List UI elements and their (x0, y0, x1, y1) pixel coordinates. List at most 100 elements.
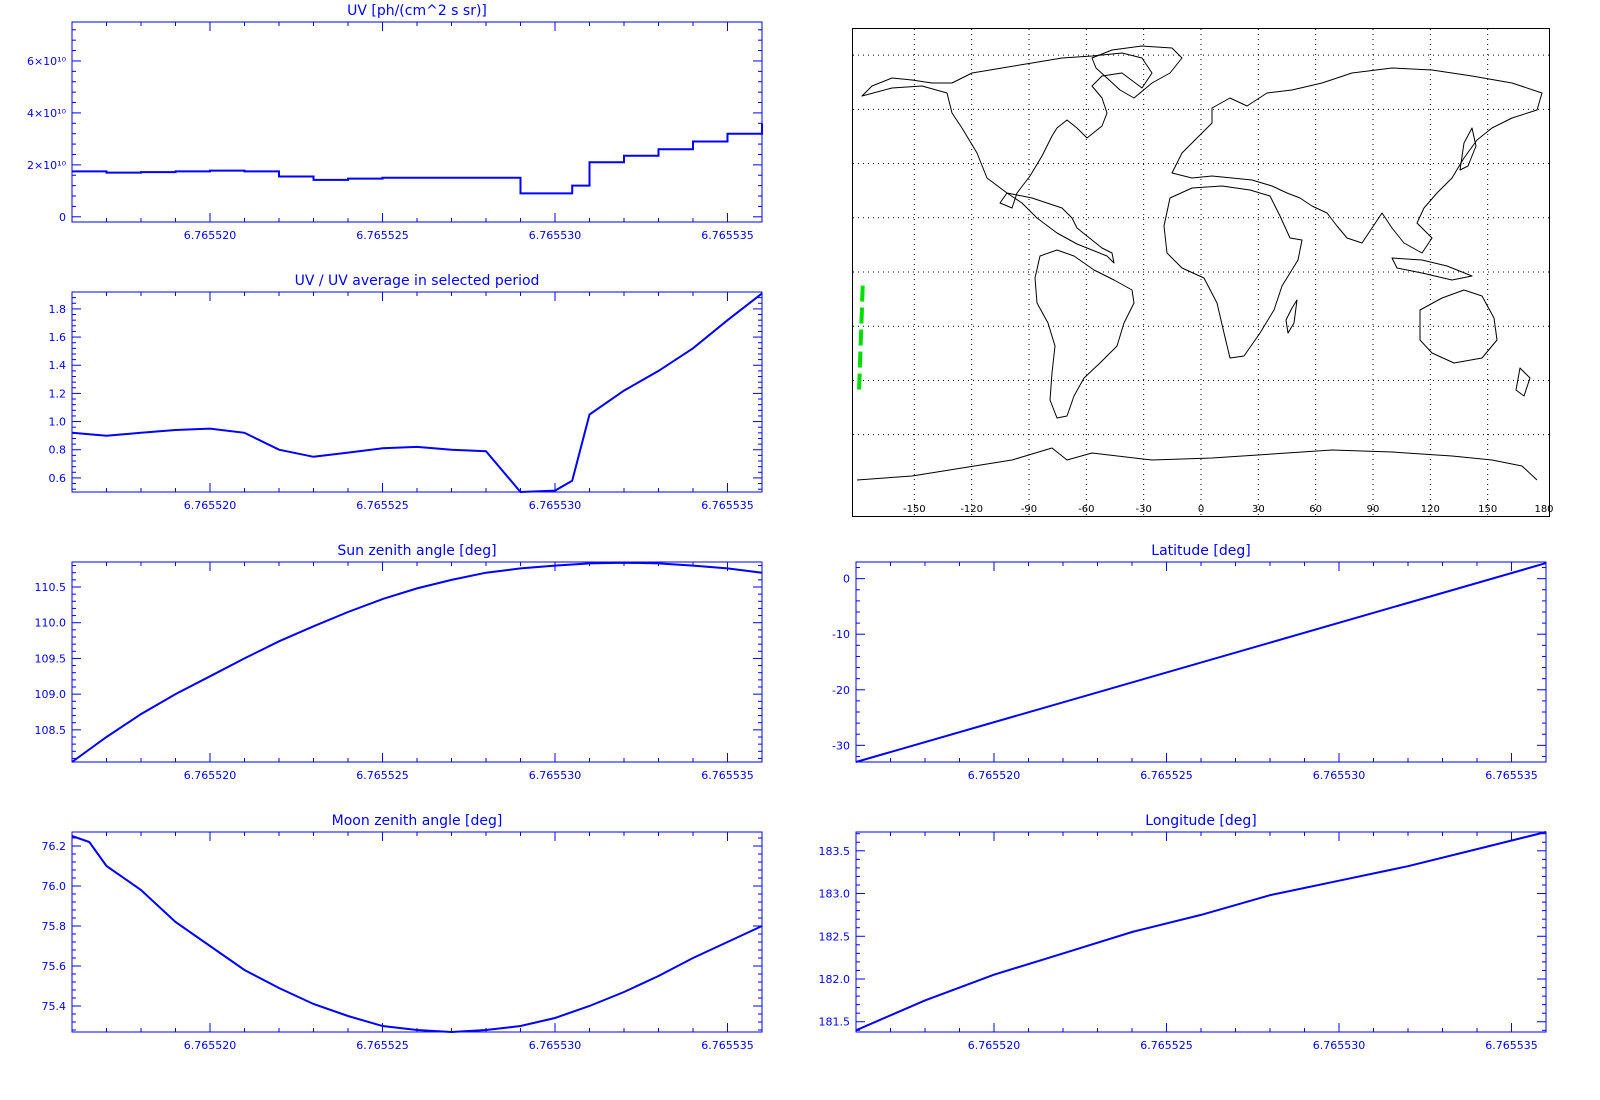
y-tick-label: 108.5 (35, 724, 67, 737)
moon-zenith-chart-svg: Moon zenith angle [deg] 6.765520 6.765525 6… (42, 813, 763, 1052)
x-tick-label: 6.765520 (184, 1039, 237, 1052)
africa-outline (1163, 185, 1303, 359)
y-tick-label: 4×10¹⁰ (27, 107, 67, 120)
series-line (71, 835, 763, 1034)
ratio-chart: UV / UV average in selected period 6.7655… (0, 270, 800, 530)
plot-frame (855, 831, 1547, 1033)
chart-title: Moon zenith angle [deg] (332, 813, 503, 829)
y-tick-label: 1.4 (49, 359, 67, 372)
antarctica-outline (856, 447, 1538, 481)
y-tick-label: 183.5 (819, 845, 851, 858)
longitude-label: 0 (1198, 504, 1204, 515)
x-tick-label: 6.765535 (701, 499, 754, 512)
eurasia-outline (1171, 67, 1543, 254)
y-tick-label: 110.5 (35, 581, 67, 594)
plot-frame (71, 291, 763, 493)
longitude-label: -30 (1135, 504, 1151, 515)
plot-frame (71, 21, 763, 223)
series-line (71, 292, 763, 494)
longitude-label: 150 (1478, 504, 1497, 515)
x-tick-label: 6.765530 (529, 769, 582, 782)
y-tick-label: 182.5 (819, 930, 851, 943)
world-map: -150 -120 -90 -60 -30 0 30 60 90 120 150 180 (852, 28, 1554, 518)
moon-zenith-chart: Moon zenith angle [deg] 6.765520 6.765525 6… (0, 810, 800, 1070)
y-tick-label: 181.5 (819, 1016, 851, 1029)
x-tick-label: 6.765525 (1140, 1039, 1193, 1052)
x-tick-label: 6.765520 (184, 499, 237, 512)
x-tick-label: 6.765525 (356, 229, 409, 242)
x-tick-label: 6.765525 (356, 1039, 409, 1052)
series-line (72, 123, 763, 195)
y-tick-label: 183.0 (819, 888, 851, 901)
ratio-chart-svg: UV / UV average in selected period 6.7655… (49, 273, 763, 512)
satellite-track (856, 285, 865, 395)
japan-outline (1459, 127, 1477, 171)
x-tick-label: 6.765535 (1485, 769, 1538, 782)
x-tick-label: 6.765535 (701, 1039, 754, 1052)
y-tick-label: 0 (843, 573, 850, 586)
y-tick-label: 182.0 (819, 973, 851, 986)
longitude-tick-labels: -150 -120 -90 -60 -30 0 30 60 90 120 150 180 (903, 504, 1554, 515)
y-tick-label: 0.6 (49, 472, 67, 485)
longitude-label: -90 (1021, 504, 1037, 515)
greenland-outline (1091, 45, 1183, 99)
longitude-label: -60 (1078, 504, 1094, 515)
y-tick-label: -20 (832, 684, 850, 697)
y-tick-label: 75.4 (42, 1000, 67, 1013)
north-america-outline (861, 52, 1153, 264)
longitude-label: 90 (1367, 504, 1380, 515)
indonesia-outline (1391, 257, 1473, 281)
longitude-label: 30 (1252, 504, 1265, 515)
x-tick-label: 6.765535 (701, 229, 754, 242)
longitude-label: -150 (903, 504, 926, 515)
map-frame (852, 28, 1550, 517)
y-tick-label: -30 (832, 739, 850, 752)
x-tick-label: 6.765530 (529, 1039, 582, 1052)
series-line (855, 831, 1547, 1032)
longitude-label: 60 (1309, 504, 1322, 515)
continent-outlines (856, 45, 1543, 481)
longitude-chart-svg: Longitude [deg] 6.765520 6.765525 6.765530 6… (819, 813, 1547, 1052)
y-tick-label: 0.8 (49, 444, 67, 457)
y-tick-label: 110.0 (35, 617, 67, 630)
track-line (856, 285, 865, 395)
y-tick-label: 75.6 (42, 960, 67, 973)
y-tick-label: 1.0 (49, 416, 67, 429)
longitude-label: -120 (960, 504, 983, 515)
chart-title: UV / UV average in selected period (295, 273, 540, 289)
chart-title: UV [ph/(cm^2 s sr)] (347, 3, 487, 19)
y-tick-label: -10 (832, 628, 850, 641)
sun-zenith-chart: Sun zenith angle [deg] 6.765520 6.765525 6.… (0, 540, 800, 800)
y-tick-label: 0 (59, 211, 66, 224)
y-tick-label: 1.6 (49, 331, 67, 344)
world-map-svg: -150 -120 -90 -60 -30 0 30 60 90 120 150 180 (852, 28, 1554, 517)
y-tick-label: 75.8 (42, 920, 67, 933)
longitude-label: 180 (1534, 504, 1553, 515)
x-tick-label: 6.765520 (184, 769, 237, 782)
x-tick-label: 6.765520 (968, 769, 1021, 782)
uv-chart: UV [ph/(cm^2 s sr)] 6.765520 6.765525 6.765… (0, 0, 800, 260)
y-tick-label: 109.0 (35, 688, 67, 701)
y-tick-label: 1.8 (49, 303, 67, 316)
south-america-outline (1034, 249, 1135, 419)
y-tick-label: 109.5 (35, 652, 67, 665)
x-tick-label: 6.765535 (1485, 1039, 1538, 1052)
madagascar-outline (1285, 299, 1298, 334)
y-tick-label: 2×10¹⁰ (27, 159, 67, 172)
sun-zenith-chart-svg: Sun zenith angle [deg] 6.765520 6.765525 6.… (35, 543, 763, 782)
x-tick-label: 6.765520 (184, 229, 237, 242)
x-tick-label: 6.765520 (968, 1039, 1021, 1052)
x-tick-label: 6.765530 (529, 499, 582, 512)
y-tick-label: 76.2 (42, 840, 67, 853)
uv-chart-svg: UV [ph/(cm^2 s sr)] 6.765520 6.765525 6.765… (27, 3, 763, 242)
chart-title: Longitude [deg] (1145, 813, 1256, 829)
latitude-chart-svg: Latitude [deg] 6.765520 6.765525 6.765530 6.… (832, 543, 1547, 782)
series-line (855, 562, 1547, 763)
x-tick-label: 6.765535 (701, 769, 754, 782)
chart-title: Sun zenith angle [deg] (337, 543, 496, 559)
x-tick-label: 6.765530 (529, 229, 582, 242)
y-tick-label: 6×10¹⁰ (27, 55, 67, 68)
x-tick-label: 6.765525 (356, 499, 409, 512)
series-line (71, 561, 763, 763)
latitude-chart: Latitude [deg] 6.765520 6.765525 6.765530 6.… (800, 540, 1600, 800)
